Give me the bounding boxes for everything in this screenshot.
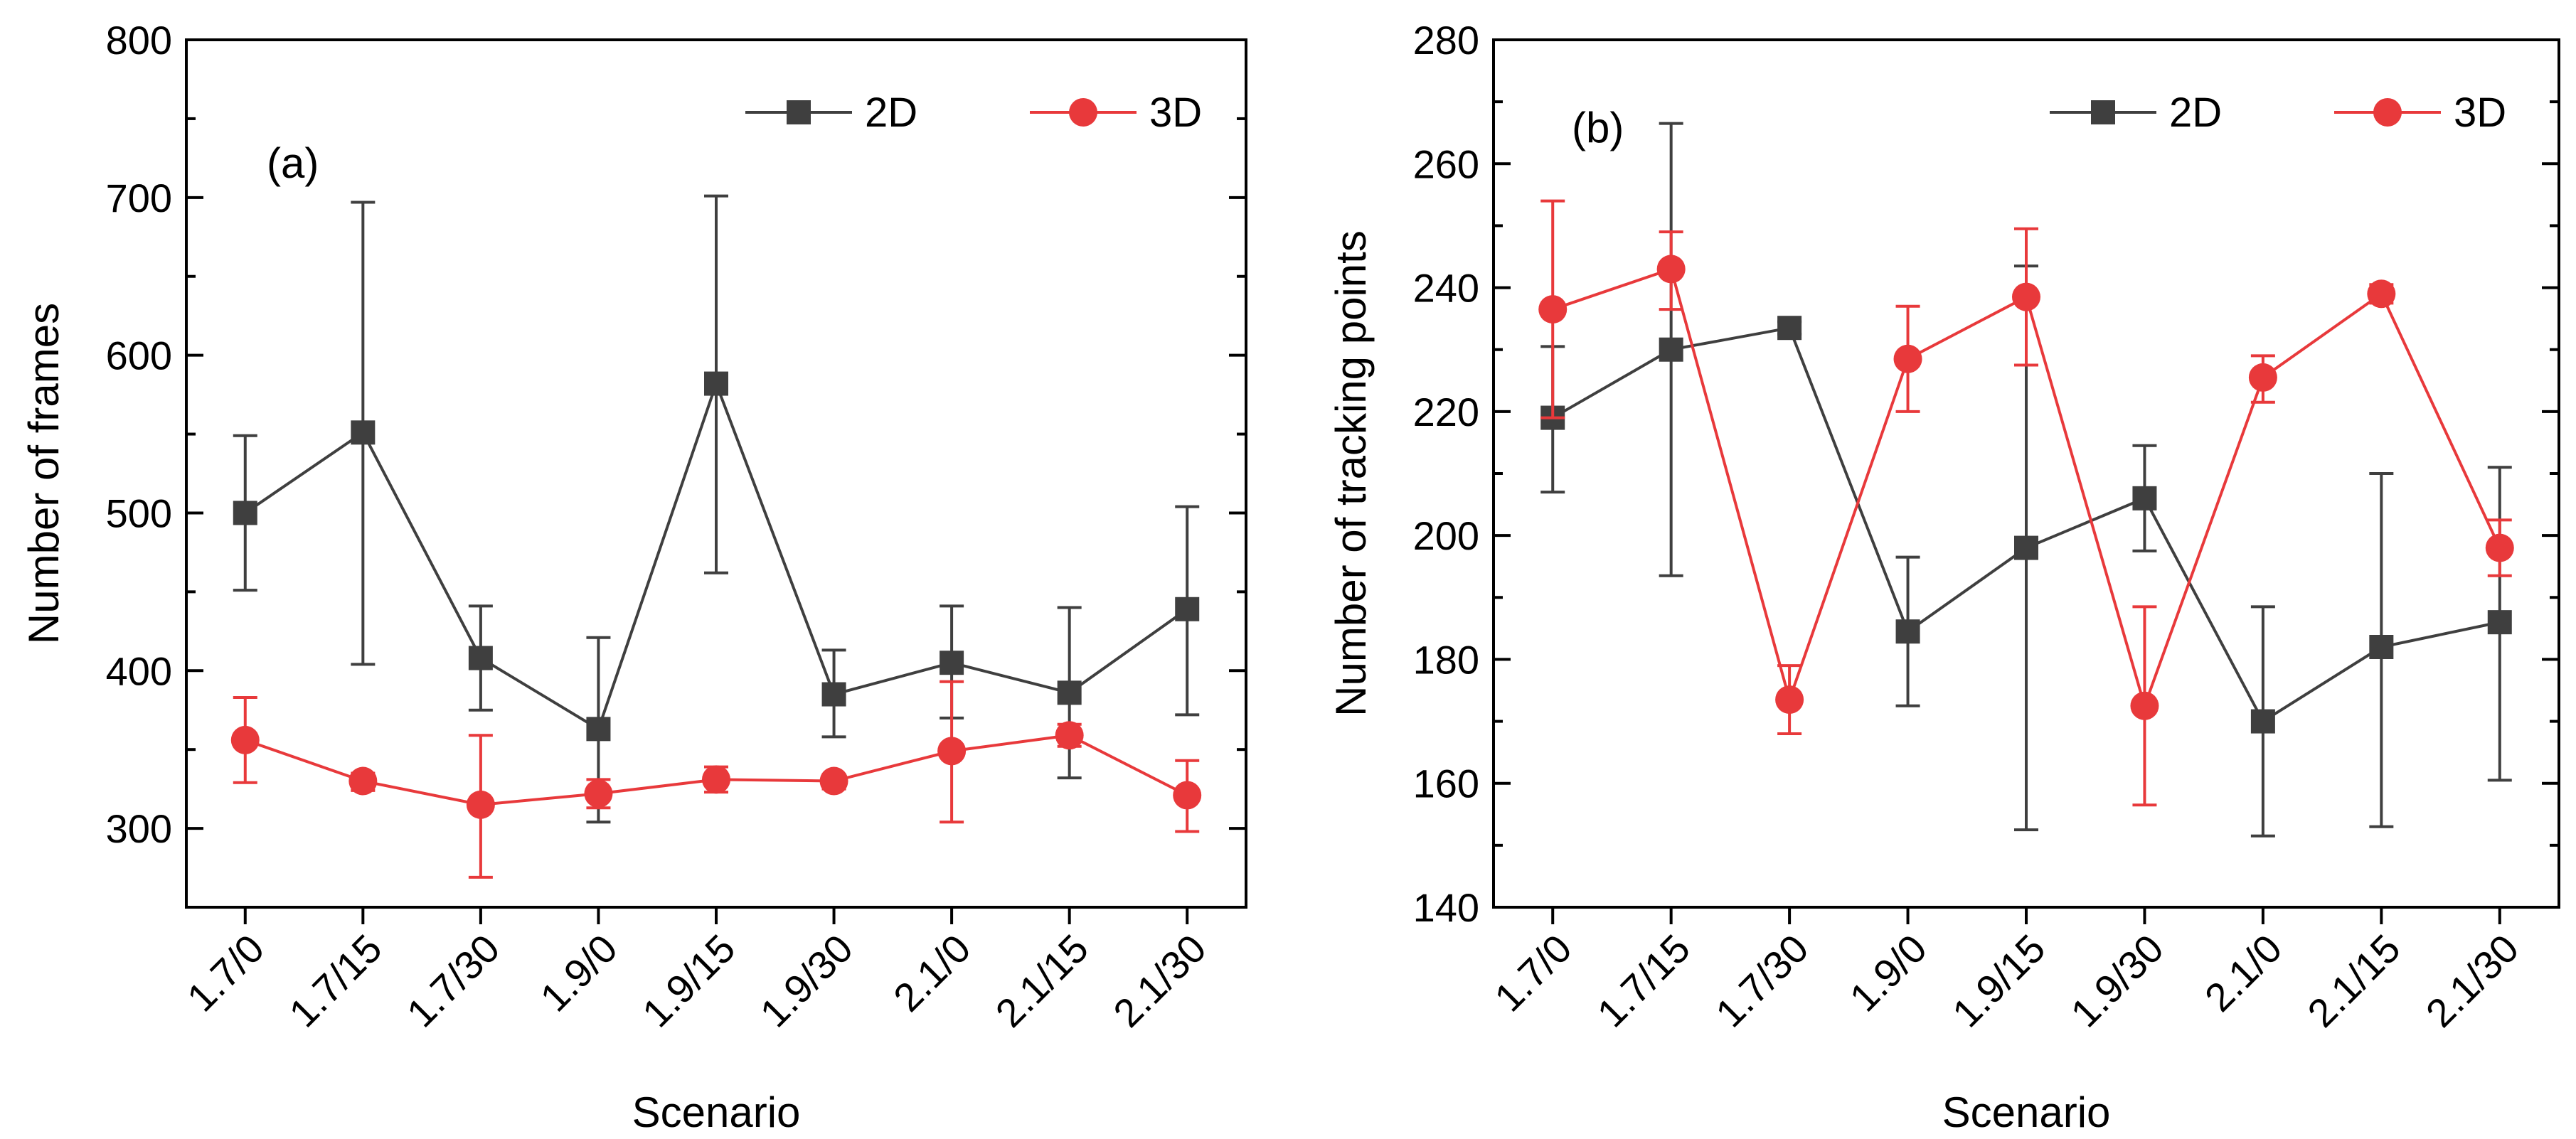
y-tick-label: 240: [1413, 266, 1479, 311]
y-tick-label: 200: [1413, 513, 1479, 558]
data-point-square: [1175, 597, 1200, 621]
data-point-circle: [1656, 255, 1686, 284]
x-tick-label: 1.7/0: [1486, 926, 1580, 1020]
panel-a: 300 400 500 600 700 800 1.7/0 1.7/15 1.7/30 1.9/0…: [20, 18, 1247, 1136]
x-tick-label: 1.7/0: [179, 926, 273, 1020]
data-point-square: [351, 420, 376, 445]
y-tick-label: 280: [1413, 18, 1479, 63]
data-point-square: [1659, 337, 1683, 362]
y-tick-label: 800: [106, 18, 172, 63]
panel-label: (a): [267, 139, 319, 187]
y-axis-title: Number of frames: [20, 303, 68, 644]
x-tick-label: 1.9/0: [1841, 926, 1935, 1020]
x-tick-label: 1.7/30: [1707, 926, 1817, 1036]
data-point-square: [2132, 486, 2157, 510]
x-tick-label: 1.9/15: [1944, 926, 2054, 1036]
x-axis-title: Scenario: [1942, 1089, 2111, 1136]
data-point-square: [2487, 610, 2512, 635]
data-point-square: [2014, 535, 2038, 560]
data-point-circle: [466, 790, 495, 819]
data-point-circle: [2012, 282, 2040, 311]
x-tick-label: 2.1/0: [885, 926, 979, 1020]
x-axis-title: Scenario: [632, 1089, 801, 1136]
x-tick-label: 1.9/30: [751, 926, 861, 1036]
data-point-square: [1895, 619, 1920, 644]
y-tick-label: 160: [1413, 761, 1479, 806]
y-tick-label: 600: [106, 333, 172, 378]
data-point-circle: [1173, 781, 1202, 810]
y-axis-title: Number of tracking points: [1327, 230, 1375, 717]
data-point-square: [233, 501, 257, 525]
x-tick-label: 1.9/0: [531, 926, 626, 1020]
legend-marker-circle: [1069, 98, 1097, 127]
y-tick-label: 400: [106, 648, 172, 693]
x-tick-label: 1.7/30: [398, 926, 509, 1036]
legend-label: 3D: [2454, 90, 2506, 136]
data-point-circle: [230, 725, 260, 754]
data-point-circle: [702, 765, 730, 794]
y-tick-label: 500: [106, 491, 172, 535]
data-point-circle: [819, 766, 848, 796]
data-point-circle: [937, 737, 967, 766]
y-tick-label: 300: [106, 806, 172, 851]
legend-marker-circle: [2373, 98, 2402, 127]
data-point-square: [2250, 709, 2275, 734]
x-tick-label: 1.9/15: [634, 926, 744, 1036]
data-point-square: [586, 717, 611, 742]
x-tick-label: 2.1/30: [1105, 926, 1215, 1036]
data-point-circle: [2485, 533, 2514, 562]
x-tick-label: 2.1/15: [2299, 926, 2409, 1036]
x-tick-label: 2.1/0: [2196, 926, 2291, 1020]
data-point-square: [2369, 635, 2394, 659]
y-tick-label: 220: [1413, 390, 1479, 434]
panel-label: (b): [1572, 104, 1624, 151]
data-point-square: [1057, 680, 1082, 705]
x-tick-label: 2.1/30: [2417, 926, 2528, 1036]
data-point-square: [940, 651, 964, 675]
x-tick-label: 1.9/30: [2062, 926, 2172, 1036]
data-point-square: [704, 371, 728, 396]
legend-label: 3D: [1149, 90, 1202, 136]
x-tick-label: 2.1/15: [987, 926, 1097, 1036]
legend-marker-square: [787, 100, 811, 124]
data-point-circle: [2367, 279, 2396, 309]
x-tick-label: 1.7/15: [280, 926, 390, 1036]
data-point-circle: [1538, 295, 1568, 324]
data-point-circle: [1893, 344, 1922, 373]
data-point-circle: [2130, 691, 2159, 720]
legend-label: 2D: [865, 90, 917, 136]
data-point-circle: [1775, 685, 1804, 715]
panel-b: 140 160 180 200 220 240 260 280 1.7/0 1.7/15 1.7/3…: [1327, 18, 2560, 1136]
y-tick-label: 180: [1413, 637, 1479, 682]
data-point-square: [1777, 316, 1802, 341]
data-point-circle: [348, 766, 378, 796]
y-tick-label: 140: [1413, 885, 1479, 930]
data-point-square: [821, 682, 846, 707]
data-point-circle: [1055, 721, 1084, 750]
legend-label: 2D: [2169, 90, 2222, 136]
data-point-circle: [584, 779, 613, 808]
y-tick-label: 260: [1413, 141, 1479, 186]
y-tick-label: 700: [106, 176, 172, 220]
x-tick-label: 1.7/15: [1589, 926, 1699, 1036]
data-point-circle: [2248, 363, 2277, 392]
legend-marker-square: [2091, 100, 2115, 124]
data-point-square: [468, 646, 493, 670]
